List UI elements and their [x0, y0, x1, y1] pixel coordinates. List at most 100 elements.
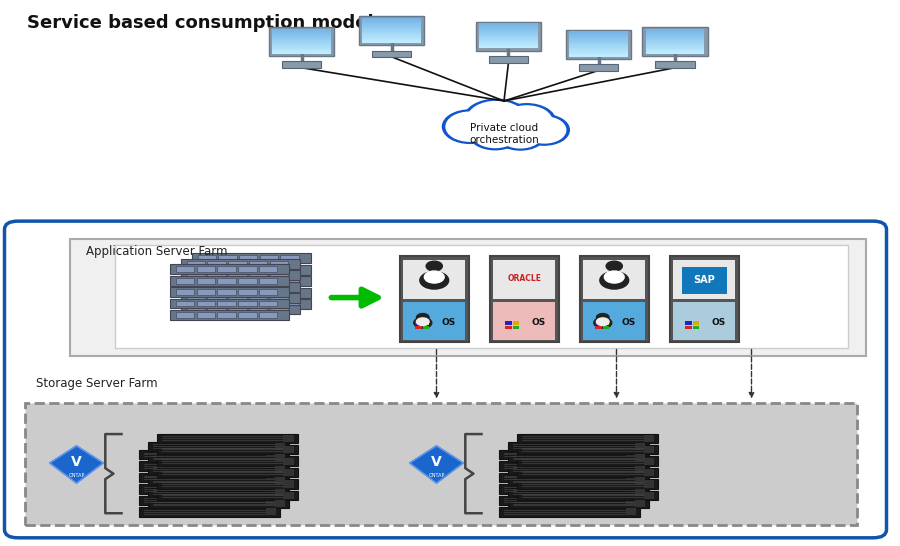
FancyBboxPatch shape: [170, 310, 289, 320]
FancyBboxPatch shape: [248, 261, 267, 266]
FancyBboxPatch shape: [157, 445, 298, 454]
FancyBboxPatch shape: [416, 321, 421, 325]
FancyBboxPatch shape: [181, 259, 300, 269]
FancyBboxPatch shape: [218, 289, 236, 295]
FancyBboxPatch shape: [646, 41, 704, 43]
FancyBboxPatch shape: [479, 31, 537, 32]
FancyBboxPatch shape: [693, 321, 699, 325]
FancyBboxPatch shape: [260, 301, 278, 307]
FancyBboxPatch shape: [506, 325, 511, 329]
FancyBboxPatch shape: [218, 278, 237, 284]
FancyBboxPatch shape: [272, 51, 331, 52]
FancyBboxPatch shape: [284, 492, 294, 499]
FancyBboxPatch shape: [259, 278, 277, 283]
FancyBboxPatch shape: [229, 261, 247, 266]
FancyBboxPatch shape: [646, 31, 704, 33]
FancyBboxPatch shape: [479, 41, 537, 43]
FancyBboxPatch shape: [479, 34, 537, 36]
FancyBboxPatch shape: [362, 27, 421, 29]
Circle shape: [607, 261, 623, 271]
FancyBboxPatch shape: [626, 451, 636, 458]
FancyBboxPatch shape: [499, 496, 640, 505]
FancyBboxPatch shape: [579, 64, 618, 70]
FancyBboxPatch shape: [218, 278, 236, 283]
FancyBboxPatch shape: [139, 484, 280, 494]
FancyBboxPatch shape: [272, 31, 331, 33]
Text: Private cloud
orchestration: Private cloud orchestration: [469, 123, 539, 145]
FancyBboxPatch shape: [634, 454, 645, 461]
FancyBboxPatch shape: [272, 50, 331, 51]
FancyBboxPatch shape: [569, 34, 628, 35]
FancyBboxPatch shape: [148, 453, 289, 462]
FancyBboxPatch shape: [646, 50, 704, 51]
FancyBboxPatch shape: [187, 261, 205, 266]
FancyBboxPatch shape: [517, 491, 658, 500]
Circle shape: [523, 117, 566, 143]
FancyBboxPatch shape: [176, 266, 194, 272]
FancyBboxPatch shape: [284, 458, 294, 465]
FancyBboxPatch shape: [646, 40, 704, 41]
Circle shape: [499, 122, 542, 148]
FancyBboxPatch shape: [569, 41, 628, 43]
FancyBboxPatch shape: [148, 465, 289, 474]
FancyBboxPatch shape: [362, 26, 421, 28]
FancyBboxPatch shape: [646, 46, 704, 48]
FancyBboxPatch shape: [493, 302, 555, 340]
FancyBboxPatch shape: [644, 458, 654, 465]
FancyBboxPatch shape: [569, 55, 628, 56]
FancyBboxPatch shape: [517, 456, 658, 466]
FancyBboxPatch shape: [248, 307, 267, 312]
FancyBboxPatch shape: [196, 312, 215, 318]
FancyBboxPatch shape: [626, 508, 636, 515]
FancyBboxPatch shape: [139, 450, 280, 459]
Text: Application Server Farm: Application Server Farm: [86, 245, 227, 258]
FancyBboxPatch shape: [634, 477, 645, 484]
FancyBboxPatch shape: [239, 256, 257, 261]
FancyBboxPatch shape: [479, 46, 537, 48]
FancyBboxPatch shape: [218, 290, 237, 295]
Circle shape: [417, 318, 429, 325]
FancyBboxPatch shape: [272, 46, 331, 48]
FancyBboxPatch shape: [272, 37, 331, 39]
FancyBboxPatch shape: [218, 266, 236, 272]
FancyBboxPatch shape: [148, 499, 289, 508]
FancyBboxPatch shape: [479, 33, 537, 35]
FancyBboxPatch shape: [272, 33, 331, 35]
FancyBboxPatch shape: [272, 38, 331, 40]
FancyBboxPatch shape: [272, 41, 331, 43]
FancyBboxPatch shape: [198, 256, 216, 261]
FancyBboxPatch shape: [192, 265, 310, 275]
FancyBboxPatch shape: [646, 37, 704, 39]
FancyBboxPatch shape: [239, 278, 257, 284]
FancyBboxPatch shape: [282, 61, 321, 68]
FancyBboxPatch shape: [646, 47, 704, 49]
FancyBboxPatch shape: [281, 256, 299, 261]
FancyBboxPatch shape: [569, 43, 628, 44]
Circle shape: [498, 104, 555, 139]
FancyBboxPatch shape: [260, 290, 278, 295]
FancyBboxPatch shape: [693, 325, 699, 329]
Circle shape: [427, 261, 443, 271]
FancyBboxPatch shape: [192, 253, 310, 263]
FancyBboxPatch shape: [281, 278, 299, 284]
FancyBboxPatch shape: [284, 446, 294, 453]
FancyBboxPatch shape: [362, 17, 421, 20]
FancyBboxPatch shape: [196, 289, 215, 295]
FancyBboxPatch shape: [248, 284, 267, 289]
FancyBboxPatch shape: [198, 290, 216, 295]
FancyBboxPatch shape: [646, 42, 704, 44]
FancyBboxPatch shape: [266, 462, 276, 470]
FancyBboxPatch shape: [479, 28, 537, 30]
FancyBboxPatch shape: [646, 36, 704, 38]
FancyBboxPatch shape: [272, 36, 331, 38]
FancyBboxPatch shape: [157, 491, 298, 500]
FancyBboxPatch shape: [479, 29, 537, 31]
FancyBboxPatch shape: [362, 32, 421, 34]
FancyBboxPatch shape: [260, 267, 278, 272]
FancyBboxPatch shape: [181, 305, 300, 314]
FancyBboxPatch shape: [192, 276, 310, 286]
FancyBboxPatch shape: [569, 45, 628, 46]
FancyBboxPatch shape: [569, 39, 628, 40]
FancyBboxPatch shape: [239, 301, 257, 307]
FancyBboxPatch shape: [281, 301, 299, 307]
